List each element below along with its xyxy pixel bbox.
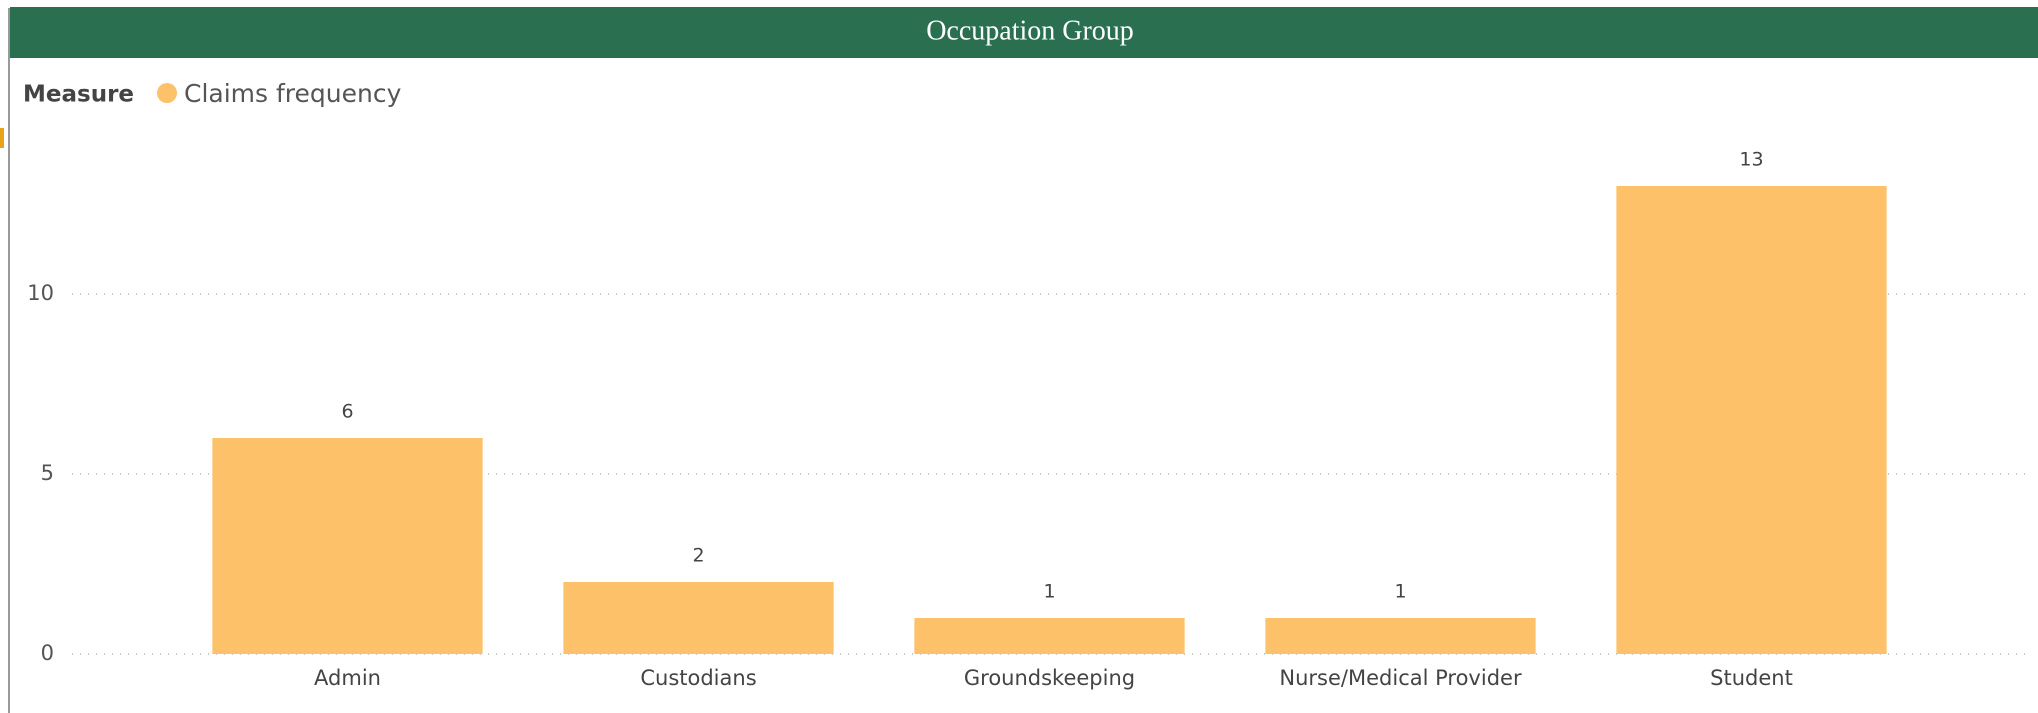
bar [1265,618,1536,654]
y-tick-label: 0 [41,641,54,665]
x-tick-label: Admin [314,666,381,690]
legend-title: Measure [23,82,134,108]
y-tick-label: 10 [27,281,54,305]
focus-marker [0,128,4,148]
bar [563,582,834,654]
y-tick-label: 5 [41,461,54,485]
bar [914,618,1185,654]
legend-swatch [157,83,177,103]
title-bar [10,7,2038,58]
x-tick-label: Custodians [640,666,756,690]
data-label: 2 [692,545,704,567]
data-label: 6 [341,401,353,423]
bar [1616,186,1887,654]
x-tick-label: Nurse/Medical Provider [1279,666,1522,690]
data-label: 1 [1043,581,1055,603]
data-label: 1 [1394,581,1406,603]
data-label: 13 [1739,149,1763,171]
legend-label: Claims frequency [184,79,402,108]
x-tick-label: Student [1710,666,1793,690]
x-tick-label: Groundskeeping [964,666,1135,690]
bar [212,438,483,654]
chart-title: Occupation Group [926,15,1134,46]
